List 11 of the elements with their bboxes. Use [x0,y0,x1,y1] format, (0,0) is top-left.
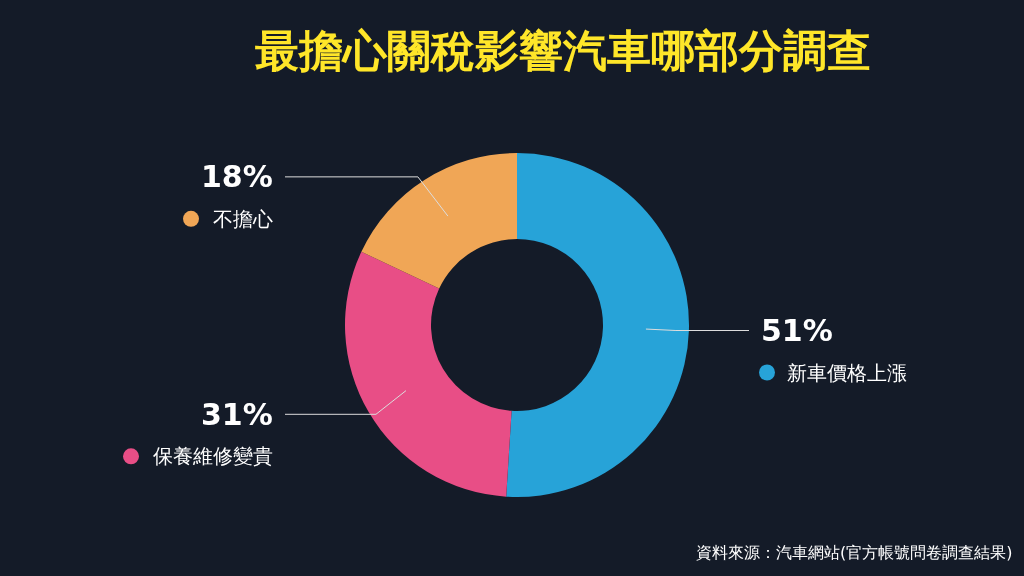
data-label: 31% [201,397,273,432]
legend-label: 不擔心 [213,207,273,231]
donut-slice [361,153,517,289]
legend-label: 新車價格上漲 [787,361,907,385]
chart-title: 最擔心關稅影響汽車哪部分調查 [255,25,871,76]
data-label: 18% [201,159,273,194]
legend-label: 保養維修變貴 [153,444,273,468]
data-label: 51% [761,313,833,348]
donut-slice [345,251,512,497]
donut-slice [506,153,689,497]
source-note: 資料來源：汽車網站(官方帳號問卷調查結果) [696,543,1013,562]
